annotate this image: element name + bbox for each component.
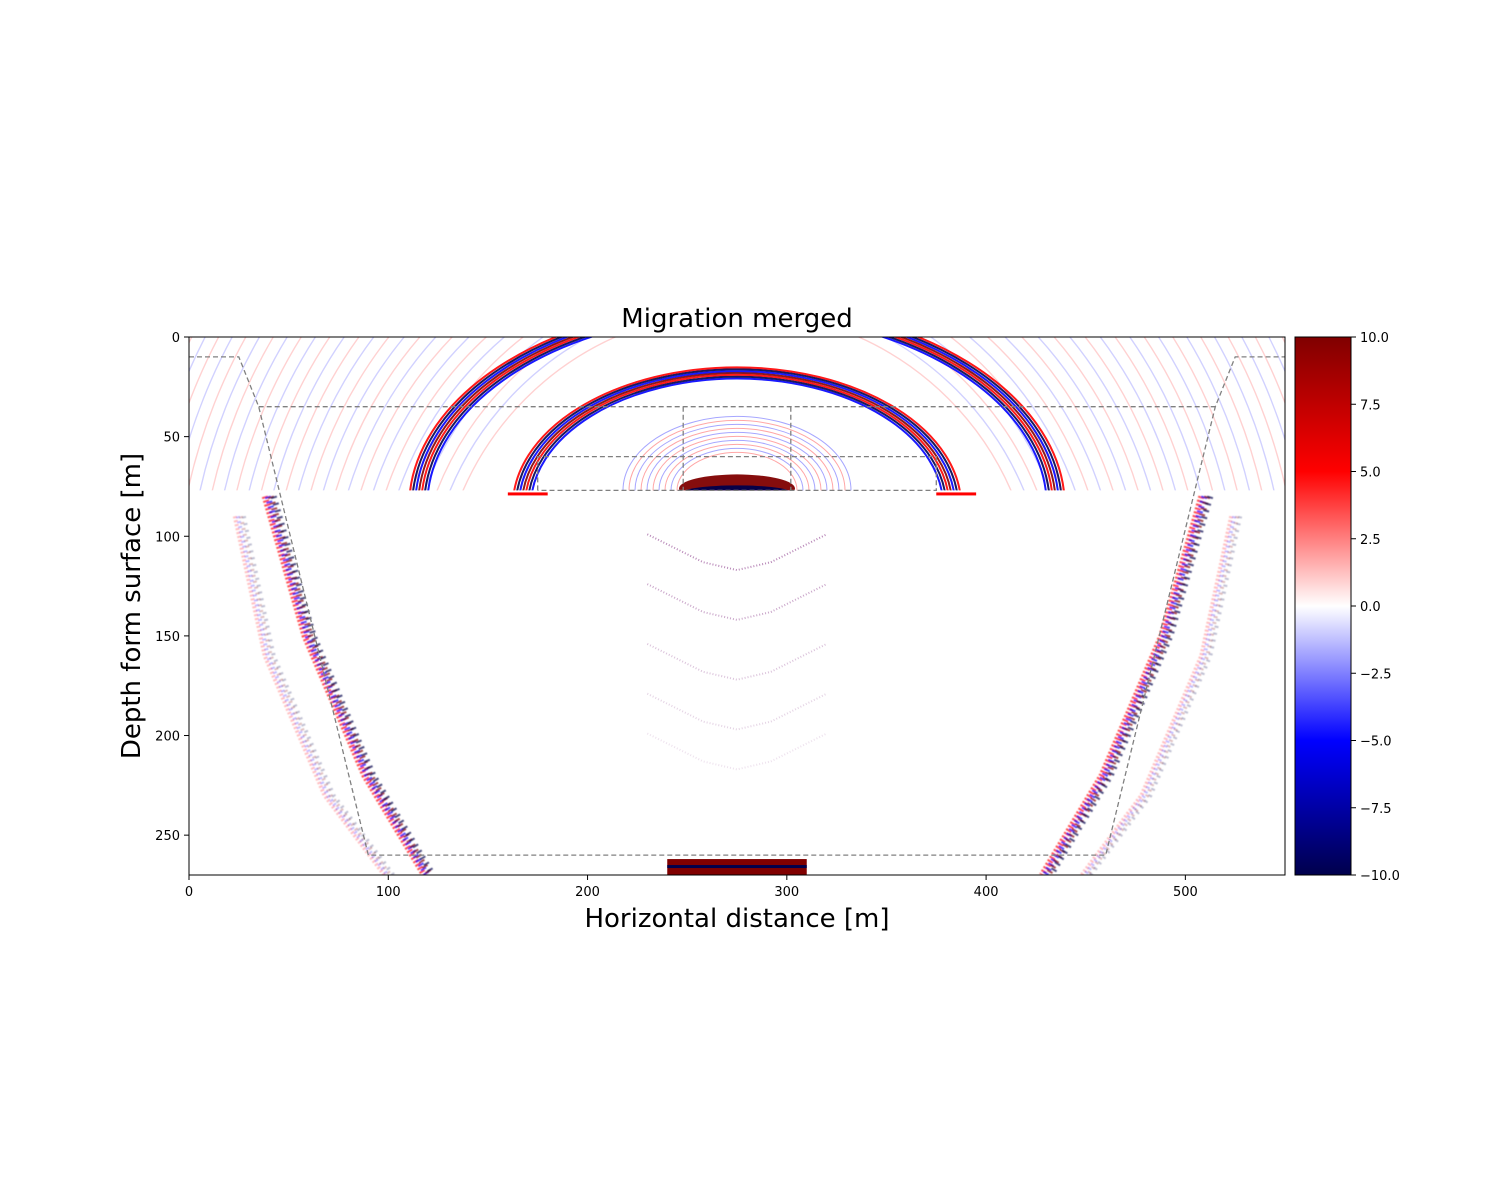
reflector-band — [507, 492, 548, 496]
strong-arc — [522, 371, 952, 491]
y-tick-label: 200 — [155, 730, 180, 745]
diffraction-arc — [622, 415, 852, 491]
flank-band — [1039, 495, 1205, 875]
diffraction-arc — [628, 419, 846, 491]
flank-band — [1083, 515, 1237, 875]
guide-line-inner-box — [537, 455, 937, 492]
x-axis-label: Horizontal distance [m] — [584, 904, 889, 934]
x-axis: 0 100 200 300 400 500 — [185, 875, 1198, 900]
flank-band — [1080, 515, 1234, 875]
flank-band — [232, 515, 386, 875]
upper-wavefronts — [189, 337, 1285, 491]
reflector-cap-dark — [685, 485, 789, 491]
y-axis-label: Depth form surface [m] — [117, 453, 147, 759]
colorbar-tick-label: 2.5 — [1360, 533, 1381, 548]
diffraction-arc — [652, 435, 822, 491]
colorbar-tick-label: 5.0 — [1360, 466, 1381, 481]
strong-arc — [516, 368, 958, 491]
y-tick-label: 0 — [172, 331, 180, 346]
colorbar-tick-label: −10.0 — [1360, 869, 1400, 884]
colorbar-tick-label: 0.0 — [1360, 600, 1381, 615]
flank-band — [264, 495, 430, 875]
diffraction-arc — [646, 431, 828, 491]
diffraction-arc — [634, 423, 840, 491]
colorbar-tick-label: −2.5 — [1360, 667, 1392, 682]
guide-lines — [189, 356, 1285, 856]
y-tick-label: 100 — [155, 530, 180, 545]
plot-frame — [188, 336, 1286, 876]
x-tick-label: 400 — [974, 885, 999, 900]
colorbar-tick-label: 7.5 — [1360, 398, 1381, 413]
migration-image — [189, 337, 1285, 875]
colorbar-tick-label: −7.5 — [1360, 802, 1392, 817]
y-axis: 0 50 100 150 200 250 — [155, 331, 189, 844]
strong-arc — [525, 373, 949, 491]
chart-title: Migration merged — [621, 304, 852, 334]
reflector-cap — [679, 474, 795, 491]
strong-arc — [528, 375, 946, 491]
bottom-reflector-dark — [667, 865, 807, 869]
strong-arc — [531, 377, 943, 491]
flank-band — [1089, 515, 1243, 875]
lower-flanks — [232, 495, 1243, 875]
x-tick-label: 300 — [774, 885, 799, 900]
y-tick-label: 250 — [155, 829, 180, 844]
guide-line-outer-boundary — [189, 356, 1285, 856]
reflector-band — [936, 492, 977, 496]
x-tick-label: 100 — [376, 885, 401, 900]
colorbar-tick-label: 10.0 — [1360, 331, 1389, 346]
flank-band — [1045, 495, 1211, 875]
diffraction-arc — [664, 443, 810, 491]
diffraction-arc — [640, 427, 834, 491]
y-tick-label: 50 — [163, 431, 180, 446]
plot-background — [189, 337, 1285, 875]
strong-arc — [519, 370, 955, 491]
x-tick-label: 200 — [575, 885, 600, 900]
strong-arc — [513, 366, 961, 491]
x-tick-label: 0 — [185, 885, 193, 900]
colorbar — [1294, 336, 1352, 876]
colorbar-tick-label: −5.0 — [1360, 735, 1392, 750]
colorbar-ticks: −10.0 −7.5 −5.0 −2.5 0.0 2.5 5.0 7.5 10.0 — [1351, 331, 1400, 884]
diffraction-arc — [676, 451, 798, 491]
x-tick-label: 500 — [1173, 885, 1198, 900]
flank-band — [235, 515, 389, 875]
diffraction-arc — [658, 439, 816, 491]
y-tick-label: 150 — [155, 630, 180, 645]
diffraction-arc — [670, 447, 804, 491]
